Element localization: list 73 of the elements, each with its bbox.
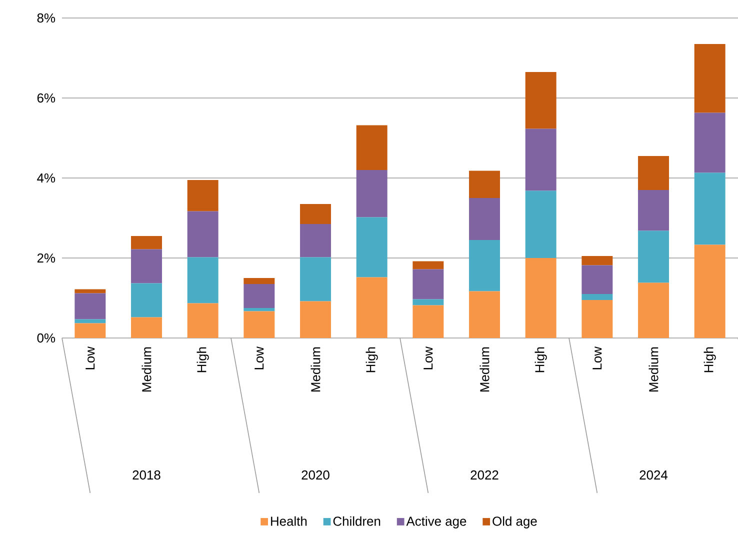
text: 2024 <box>640 470 668 480</box>
bar <box>244 278 275 284</box>
bar <box>694 172 726 245</box>
bar <box>356 170 388 218</box>
legend-label: Old age <box>492 516 537 528</box>
x-tick-label: Medium <box>648 347 658 392</box>
bar <box>74 319 106 324</box>
x-tick-label: High <box>366 347 378 372</box>
bar <box>356 125 388 170</box>
bar <box>356 277 388 338</box>
bar <box>300 301 331 338</box>
x-tick-label: Low <box>424 346 433 370</box>
bar <box>187 211 218 258</box>
bar <box>300 224 331 258</box>
bar <box>412 261 444 270</box>
bar <box>469 170 500 198</box>
y-tick-label: 6% <box>37 93 56 103</box>
bar <box>638 156 669 190</box>
bar <box>525 258 556 338</box>
x-tick-label: High <box>704 347 716 372</box>
bar <box>525 190 556 258</box>
bar <box>582 294 613 300</box>
bar <box>694 44 726 113</box>
bar <box>187 180 218 212</box>
bar <box>187 257 218 304</box>
legend-label: Health <box>271 516 307 526</box>
legend-label: Active age <box>406 516 466 528</box>
y-tick-label: 4% <box>37 173 56 183</box>
bar <box>244 308 275 312</box>
bar <box>694 244 726 338</box>
y-tick-label: 0% <box>37 333 56 343</box>
bar <box>356 217 388 278</box>
x-tick-label: Low <box>254 346 264 370</box>
bar <box>412 299 444 306</box>
bar <box>74 323 106 338</box>
x-tick-label: Low <box>592 346 602 370</box>
bar <box>131 317 162 338</box>
bar <box>74 293 106 320</box>
bar <box>582 300 613 338</box>
bar <box>187 303 218 338</box>
bar <box>469 198 500 240</box>
bar <box>74 289 106 294</box>
bar <box>525 128 556 191</box>
x-tick-label: Medium <box>480 347 490 392</box>
bar <box>638 230 669 283</box>
text: 2018 <box>132 470 160 480</box>
bar <box>638 282 669 338</box>
x-tick-label: Medium <box>310 347 320 392</box>
x-tick-label: High <box>534 347 547 372</box>
text: 2022 <box>470 470 498 480</box>
bar <box>244 311 275 338</box>
bar <box>131 236 162 250</box>
bar <box>412 305 444 338</box>
bar <box>582 256 613 266</box>
x-tick-label: High <box>196 347 209 372</box>
legend-label: Children <box>333 516 380 526</box>
bar <box>638 190 669 231</box>
y-tick-label: 8% <box>37 13 56 23</box>
bar <box>244 284 275 308</box>
bar <box>300 257 331 302</box>
text: 2020 <box>302 470 330 480</box>
bar <box>131 283 162 318</box>
bar <box>525 72 556 129</box>
bar <box>582 265 613 294</box>
bar <box>300 204 331 224</box>
bar <box>694 112 726 173</box>
x-tick-label: Low <box>86 346 95 370</box>
y-tick-label: 2% <box>37 253 56 263</box>
bar <box>469 291 500 338</box>
bar <box>131 249 162 284</box>
x-tick-label: Medium <box>142 347 152 392</box>
bar <box>469 240 500 292</box>
bar <box>412 269 444 300</box>
